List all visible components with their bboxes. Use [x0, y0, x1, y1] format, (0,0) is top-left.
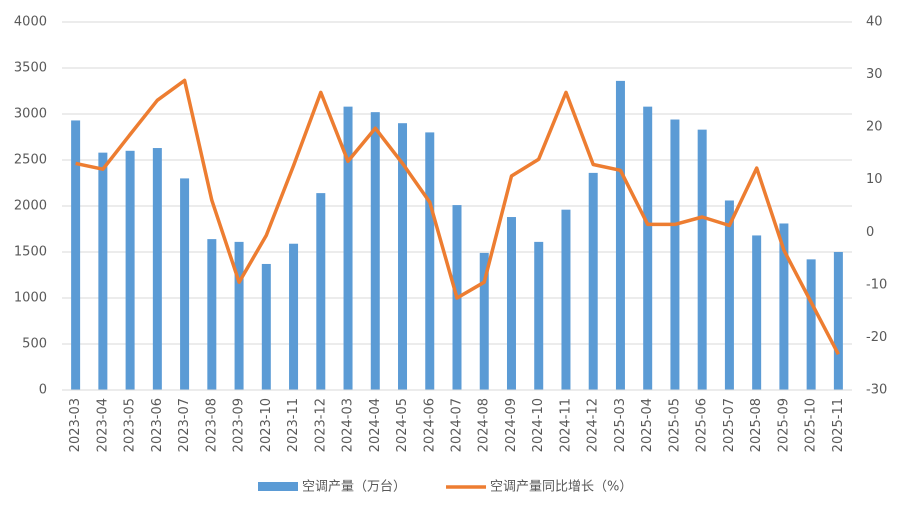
y-tick-label: 1000: [14, 291, 47, 306]
bar: [615, 80, 625, 390]
bar: [534, 241, 544, 390]
y-tick-label: 3500: [14, 61, 47, 76]
x-tick-label: 2023-12: [313, 398, 328, 452]
bar: [697, 129, 707, 390]
legend-label: 空调产量（万台）: [302, 480, 406, 495]
bar: [425, 132, 435, 390]
x-tick-label: 2024-03: [341, 398, 356, 452]
y2-tick-label: -10: [866, 277, 887, 292]
x-tick-label: 2025-11: [831, 398, 846, 452]
bar: [261, 263, 271, 390]
bar: [670, 119, 680, 391]
x-tick-label: 2023-11: [286, 398, 301, 452]
x-tick-label: 2024-08: [477, 398, 492, 452]
x-tick-label: 2024-10: [531, 398, 546, 452]
x-tick-label: 2023-04: [95, 398, 110, 452]
bar: [752, 235, 762, 390]
y2-tick-label: -30: [866, 383, 887, 398]
x-tick-label: 2024-05: [395, 398, 410, 452]
y2-tick-label: 0: [866, 225, 874, 240]
y2-tick-label: 10: [866, 172, 883, 187]
x-tick-label: 2024-04: [368, 398, 383, 452]
bar: [779, 223, 789, 390]
x-tick-label: 2025-09: [776, 398, 791, 452]
x-tick-label: 2023-07: [177, 398, 192, 452]
x-tick-label: 2024-07: [450, 398, 465, 452]
bar: [398, 123, 408, 390]
x-tick-label: 2025-05: [667, 398, 682, 452]
x-tick-label: 2024-12: [586, 398, 601, 452]
y-tick-label: 500: [22, 337, 47, 352]
y-tick-label: 3000: [14, 107, 47, 122]
bar: [724, 200, 734, 390]
y2-tick-label: 40: [866, 15, 883, 30]
bar: [370, 112, 380, 390]
legend-label: 空调产量同比增长（%）: [490, 480, 632, 495]
bar: [98, 152, 108, 390]
line: [75, 78, 840, 356]
x-tick-label: 2025-06: [695, 398, 710, 452]
x-tick-label: 2023-10: [259, 398, 274, 452]
bar: [506, 217, 516, 390]
x-tick-label: 2024-06: [422, 398, 437, 452]
y-tick-label: 1500: [14, 245, 47, 260]
bar: [643, 106, 653, 390]
bar: [806, 259, 816, 390]
bar: [289, 243, 299, 390]
x-tick-label: 2023-09: [232, 398, 247, 452]
y2-tick-label: -20: [866, 330, 887, 345]
bar: [234, 241, 244, 390]
x-tick-label: 2025-03: [613, 398, 628, 452]
bar: [180, 178, 190, 390]
bar: [343, 106, 353, 390]
x-tick-label: 2024-11: [558, 398, 573, 452]
x-tick-label: 2023-06: [150, 398, 165, 452]
bar: [479, 252, 489, 390]
x-tick-label: 2025-04: [640, 398, 655, 452]
x-tick-label: 2025-10: [804, 398, 819, 452]
x-tick-label: 2023-08: [204, 398, 219, 452]
bar: [561, 209, 571, 390]
x-tick-label: 2023-03: [68, 398, 83, 452]
y-tick-label: 2500: [14, 153, 47, 168]
bar: [588, 172, 598, 390]
legend-swatch: [258, 482, 298, 491]
bar: [316, 193, 326, 390]
y2-tick-label: 20: [866, 120, 883, 135]
bar: [207, 239, 217, 390]
x-tick-label: 2025-07: [722, 398, 737, 452]
x-tick-label: 2025-08: [749, 398, 764, 452]
y2-tick-label: 30: [866, 67, 883, 82]
y-tick-label: 0: [39, 383, 47, 398]
y-tick-label: 4000: [14, 15, 47, 30]
bar: [71, 120, 81, 390]
y-tick-label: 2000: [14, 199, 47, 214]
x-tick-label: 2024-09: [504, 398, 519, 452]
x-tick-label: 2023-05: [123, 398, 138, 452]
bar: [152, 148, 162, 390]
bar: [833, 252, 843, 390]
bar: [125, 150, 135, 390]
